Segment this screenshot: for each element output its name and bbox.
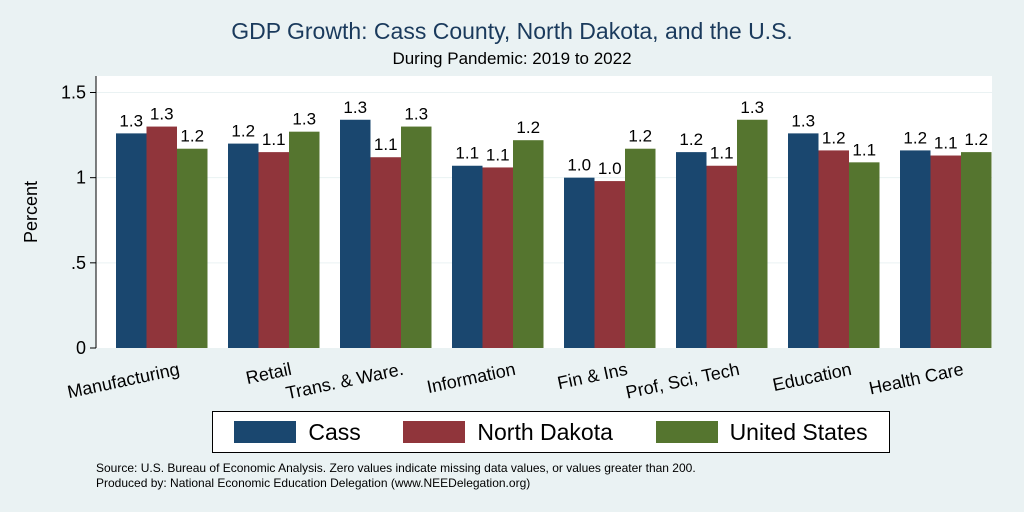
- y-tick-label: .5: [71, 253, 86, 273]
- legend-swatch-cass: [234, 421, 297, 443]
- bar: [625, 148, 656, 348]
- bar-value-label: 1.3: [343, 98, 367, 117]
- produced-by-line: Produced by: National Economic Education…: [96, 476, 531, 490]
- x-tick-label: Manufacturing: [65, 359, 181, 402]
- x-tick-label: Trans. & Ware.: [284, 359, 405, 403]
- source-note: Source: U.S. Bureau of Economic Analysis…: [96, 461, 696, 491]
- bar-value-label: 1.1: [710, 144, 734, 163]
- bar-value-label: 1.1: [455, 144, 479, 163]
- bar: [116, 133, 147, 348]
- bar-value-label: 1.2: [964, 130, 988, 149]
- bar: [289, 131, 320, 348]
- bar-value-label: 1.2: [822, 128, 846, 147]
- bar-value-label: 1.0: [567, 156, 591, 175]
- bar-value-label: 1.3: [119, 111, 143, 130]
- bar: [564, 177, 595, 348]
- bar: [788, 133, 819, 348]
- bar-value-label: 1.0: [598, 159, 622, 178]
- source-line: Source: U.S. Bureau of Economic Analysis…: [96, 461, 696, 475]
- bar-value-label: 1.1: [934, 134, 958, 153]
- bar-value-label: 1.3: [292, 110, 316, 129]
- legend-label-north-dakota: North Dakota: [477, 418, 613, 445]
- bar-value-label: 1.3: [791, 111, 815, 130]
- bar-value-label: 1.1: [852, 140, 876, 159]
- bar: [930, 155, 961, 348]
- bar-value-label: 1.1: [262, 130, 286, 149]
- bar: [961, 152, 992, 348]
- bar-value-label: 1.3: [404, 105, 428, 124]
- y-axis-label: Percent: [21, 181, 41, 243]
- legend: Cass North Dakota United States: [212, 411, 890, 453]
- bar: [513, 140, 544, 348]
- x-tick-label: Information: [425, 359, 517, 397]
- bar: [737, 119, 768, 349]
- legend-item-united-states: United States: [655, 418, 868, 446]
- bar-value-label: 1.2: [180, 127, 204, 146]
- y-tick-label: 0: [76, 338, 86, 358]
- bar: [818, 150, 849, 348]
- x-tick-label: Prof, Sci, Tech: [624, 359, 741, 403]
- bar-value-label: 1.1: [374, 135, 398, 154]
- bar-value-label: 1.2: [516, 118, 540, 137]
- bar: [146, 126, 177, 348]
- bar: [849, 162, 880, 348]
- bar-value-label: 1.2: [231, 122, 255, 141]
- bar: [676, 152, 707, 348]
- bar: [452, 165, 483, 348]
- legend-item-cass: Cass: [234, 418, 361, 446]
- bar: [228, 143, 259, 348]
- bar: [900, 150, 931, 348]
- x-tick-label: Education: [771, 359, 853, 395]
- bar-value-label: 1.2: [679, 130, 703, 149]
- bar: [706, 165, 737, 348]
- bar: [177, 148, 208, 348]
- legend-item-north-dakota: North Dakota: [403, 419, 613, 446]
- bar-value-label: 1.3: [150, 105, 174, 124]
- bar: [482, 167, 513, 348]
- bar-value-label: 1.1: [486, 145, 510, 164]
- bar-value-label: 1.2: [903, 128, 927, 147]
- legend-label-united-states: United States: [729, 418, 868, 445]
- bar-value-label: 1.2: [628, 127, 652, 146]
- bar: [340, 119, 371, 349]
- bar-value-label: 1.3: [740, 98, 764, 117]
- x-tick-label: Fin & Ins: [556, 359, 630, 393]
- bar: [401, 126, 432, 348]
- bar: [370, 157, 401, 348]
- chart-subtitle: During Pandemic: 2019 to 2022: [392, 49, 632, 68]
- legend-swatch-united-states: [655, 421, 718, 443]
- x-tick-label: Health Care: [867, 359, 965, 399]
- legend-label-cass: Cass: [308, 418, 361, 445]
- bar: [258, 152, 289, 348]
- y-tick-label: 1.5: [61, 83, 86, 103]
- chart-title: GDP Growth: Cass County, North Dakota, a…: [231, 18, 793, 44]
- legend-swatch-north-dakota: [403, 421, 466, 443]
- y-tick-label: 1: [76, 168, 86, 188]
- bar: [594, 181, 625, 348]
